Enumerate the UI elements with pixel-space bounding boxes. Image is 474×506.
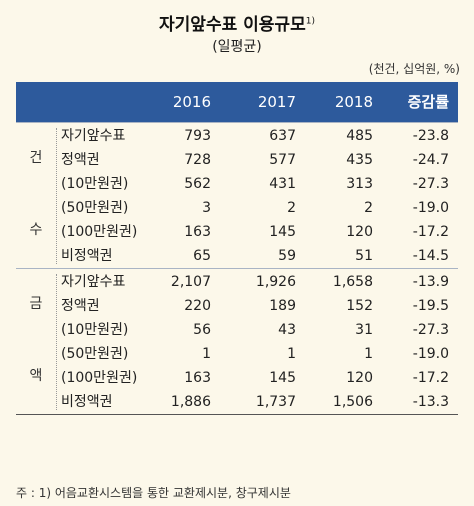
value-2018: 120 [346, 224, 373, 240]
column-header-change-rate: 증감률 [407, 93, 449, 111]
value-change-rate: -19.0 [412, 346, 449, 362]
value-2017: 189 [269, 298, 296, 314]
value-change-rate: -17.2 [412, 370, 449, 386]
table-row: 비정액권 1,886 1,737 1,506 -13.3 [16, 390, 458, 414]
value-2016: 2,107 [170, 274, 211, 290]
row-label: (100만원권) [61, 224, 138, 240]
row-label: (100만원권) [61, 370, 138, 386]
value-2018: 51 [355, 248, 373, 264]
table-row: 자기앞수표 793 637 485 -23.8 [16, 124, 458, 148]
value-2017: 431 [269, 176, 296, 192]
value-2018: 1,658 [332, 274, 373, 290]
column-header-2016: 2016 [172, 93, 211, 111]
value-change-rate: -24.7 [412, 152, 449, 168]
row-label: (10만원권) [61, 322, 129, 338]
value-2018: 313 [346, 176, 373, 192]
value-2018: 152 [346, 298, 373, 314]
table-row: 비정액권 65 59 51 -14.5 [16, 244, 458, 268]
value-2018: 120 [346, 370, 373, 386]
value-change-rate: -14.5 [412, 248, 449, 264]
group-label: 수 [29, 222, 43, 239]
value-2018: 1,506 [332, 394, 373, 410]
value-2017: 145 [269, 370, 296, 386]
value-change-rate: -19.0 [412, 200, 449, 216]
table-bottom-border [16, 414, 458, 415]
value-2016: 163 [184, 224, 211, 240]
table-subtitle: (일평균) [212, 39, 262, 55]
value-2017: 577 [269, 152, 296, 168]
group-label: 금 [29, 296, 43, 313]
table-title: 자기앞수표 이용규모1) [0, 10, 474, 35]
value-2017: 1,737 [255, 394, 296, 410]
value-2018: 2 [364, 200, 373, 216]
table-row: (100만원권) 163 145 120 -17.2 [16, 366, 458, 390]
table-header: 2016 2017 2018 증감률 [16, 82, 458, 122]
value-2016: 1 [202, 346, 211, 362]
value-2017: 59 [278, 248, 296, 264]
group-column-divider [56, 274, 58, 410]
value-2017: 1 [287, 346, 296, 362]
value-2017: 43 [278, 322, 296, 338]
value-change-rate: -23.8 [412, 128, 449, 144]
table-row: (50만원권) 3 2 2 -19.0 [16, 196, 458, 220]
title-footnote-marker: 1) [305, 16, 315, 27]
table-row: (100만원권) 163 145 120 -17.2 [16, 220, 458, 244]
title-text: 자기앞수표 이용규모 [159, 15, 306, 35]
value-2016: 728 [184, 152, 211, 168]
group-label: 건 [29, 150, 43, 167]
value-2017: 145 [269, 224, 296, 240]
value-2017: 1,926 [255, 274, 296, 290]
footnote: 주 : 1) 어음교환시스템을 통한 교환제시분, 창구제시분 [16, 486, 291, 500]
value-2016: 1,886 [170, 394, 211, 410]
value-2018: 1 [364, 346, 373, 362]
row-label: (50만원권) [61, 346, 129, 362]
value-2018: 435 [346, 152, 373, 168]
group-label: 액 [29, 368, 43, 385]
value-2016: 562 [184, 176, 211, 192]
row-label: 비정액권 [61, 394, 113, 410]
row-label: 자기앞수표 [61, 274, 126, 290]
row-label: (50만원권) [61, 200, 129, 216]
value-2016: 3 [202, 200, 211, 216]
table-row: (10만원권) 562 431 313 -27.3 [16, 172, 458, 196]
value-change-rate: -19.5 [412, 298, 449, 314]
unit-note: (천건, 십억원, %) [368, 62, 460, 76]
value-2016: 793 [184, 128, 211, 144]
row-label: 비정액권 [61, 248, 113, 264]
value-2016: 56 [193, 322, 211, 338]
group-column-divider [56, 128, 58, 264]
value-2016: 220 [184, 298, 211, 314]
header-divider [16, 122, 458, 123]
column-header-2018: 2018 [334, 93, 373, 111]
value-2018: 485 [346, 128, 373, 144]
table-row: (10만원권) 56 43 31 -27.3 [16, 318, 458, 342]
table-row: 정액권 728 577 435 -24.7 [16, 148, 458, 172]
value-change-rate: -27.3 [412, 322, 449, 338]
value-2016: 65 [193, 248, 211, 264]
value-2016: 163 [184, 370, 211, 386]
value-change-rate: -27.3 [412, 176, 449, 192]
value-change-rate: -17.2 [412, 224, 449, 240]
value-change-rate: -13.3 [412, 394, 449, 410]
table-row: 자기앞수표 2,107 1,926 1,658 -13.9 [16, 270, 458, 294]
row-label: 정액권 [61, 152, 100, 168]
value-2018: 31 [355, 322, 373, 338]
group-divider [16, 268, 458, 269]
table-row: 정액권 220 189 152 -19.5 [16, 294, 458, 318]
value-change-rate: -13.9 [412, 274, 449, 290]
value-2017: 637 [269, 128, 296, 144]
row-label: 정액권 [61, 298, 100, 314]
column-header-2017: 2017 [257, 93, 296, 111]
table-row: (50만원권) 1 1 1 -19.0 [16, 342, 458, 366]
row-label: 자기앞수표 [61, 128, 126, 144]
row-label: (10만원권) [61, 176, 129, 192]
value-2017: 2 [287, 200, 296, 216]
